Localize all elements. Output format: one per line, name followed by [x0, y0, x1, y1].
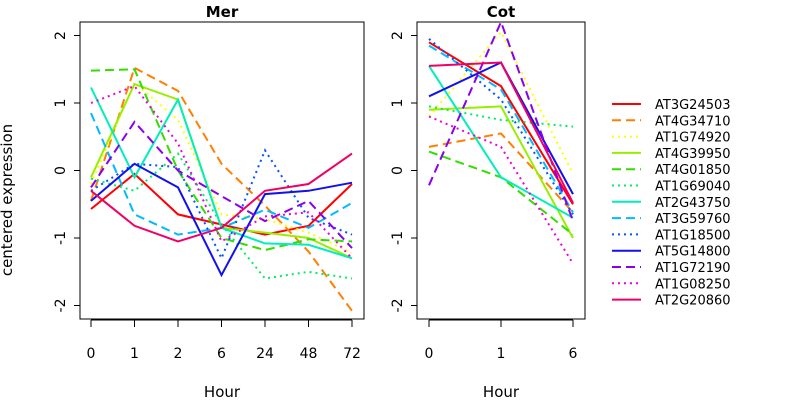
panel-cot: Cot -2 -1 0 1 2 0 1 6 Hour	[390, 3, 586, 400]
legend-label: AT4G01850	[655, 163, 731, 178]
y-tick-label-cot: 1	[390, 99, 406, 108]
series-line-at1g08250-mer	[90, 84, 353, 259]
y-tick-label-cot: -1	[390, 231, 406, 245]
legend-label: AT1G72190	[655, 261, 731, 276]
x-axis-label-mer: Hour	[204, 383, 241, 400]
series-line-at3g59760-cot	[428, 44, 574, 213]
y-tick-label-cot: 2	[390, 31, 406, 40]
x-tick-label-cot: 1	[497, 346, 506, 362]
series-line-at1g72190-mer	[90, 120, 353, 249]
x-tick-label-cot: 0	[425, 346, 434, 362]
y-axis-label: centered expression	[0, 124, 16, 276]
y-tick-label-mer: -1	[53, 231, 69, 245]
axes-cot: -2 -1 0 1 2 0 1 6	[390, 31, 578, 362]
series-lines-cot	[428, 19, 574, 265]
series-lines-mer	[90, 66, 353, 312]
series-line-at2g43750-mer	[90, 87, 353, 260]
series-line-at5g14800-mer	[90, 162, 353, 278]
legend-label: AT1G74920	[655, 131, 731, 146]
legend-label: AT5G14800	[655, 245, 731, 260]
series-line-at4g39950-mer	[90, 82, 353, 260]
series-line-at1g74920-cot	[428, 30, 574, 175]
y-tick-label-mer: -2	[53, 299, 69, 313]
legend-label: AT1G69040	[655, 180, 731, 195]
x-tick-label-mer: 6	[217, 346, 226, 362]
x-tick-label-mer: 0	[87, 346, 96, 362]
series-line-at2g20860-cot	[428, 61, 574, 204]
series-line-at1g74920-mer	[90, 81, 353, 254]
y-tick-label-cot: 0	[390, 166, 406, 175]
x-tick-label-mer: 2	[174, 346, 183, 362]
legend-label: AT4G34710	[655, 114, 731, 129]
y-tick-label-mer: 0	[53, 166, 69, 175]
series-line-at4g34710-cot	[428, 132, 574, 214]
series-line-at3g24503-cot	[428, 41, 574, 205]
series-line-at2g20860-mer	[90, 152, 353, 243]
legend-label: AT1G08250	[655, 277, 731, 292]
series-line-at4g01850-mer	[90, 68, 353, 252]
y-tick-label-mer: 1	[53, 99, 69, 108]
series-line-at4g34710-mer	[90, 66, 353, 312]
legend-label: AT4G39950	[655, 147, 731, 162]
x-tick-label-mer: 48	[300, 346, 318, 362]
panel-mer: Mer -2 -1 0 1 2 0 1 2 6 24 48 72 Hour	[53, 3, 365, 400]
legend-label: AT2G20860	[655, 294, 731, 309]
x-tick-label-mer: 24	[256, 346, 274, 362]
panel-title-cot: Cot	[487, 3, 515, 21]
axes-mer: -2 -1 0 1 2 0 1 2 6 24 48 72	[53, 31, 361, 362]
legend-label: AT3G59760	[655, 212, 731, 227]
series-line-at4g39950-cot	[428, 105, 574, 239]
y-tick-label-mer: 2	[53, 31, 69, 40]
series-line-at1g08250-cot	[428, 115, 574, 265]
x-tick-label-mer: 1	[130, 346, 139, 362]
legend-label: AT3G24503	[655, 98, 731, 113]
y-tick-label-cot: -2	[390, 299, 406, 313]
x-tick-label-cot: 6	[569, 346, 578, 362]
legend-label: AT2G43750	[655, 196, 731, 211]
legend-label: AT1G18500	[655, 228, 731, 243]
series-line-at2g43750-cot	[428, 65, 574, 219]
series-line-at1g69040-cot	[428, 105, 574, 128]
series-line-at3g24503-mer	[90, 172, 353, 236]
x-axis-label-cot: Hour	[483, 383, 520, 400]
x-tick-label-mer: 72	[343, 346, 361, 362]
panel-title-mer: Mer	[206, 3, 239, 21]
series-line-at1g72190-cot	[428, 19, 574, 222]
series-line-at1g18500-cot	[428, 38, 574, 215]
